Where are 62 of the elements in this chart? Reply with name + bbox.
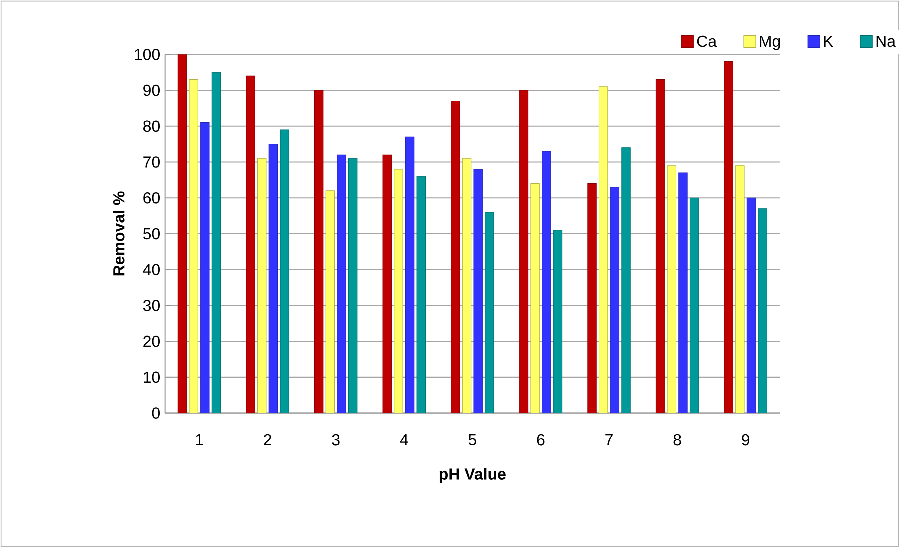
y-tick-label: 70 [144,156,160,168]
bar [405,136,415,414]
bar [268,144,278,414]
bar [280,130,290,414]
x-tick-label: 1 [196,434,204,446]
bar [598,86,608,414]
bar [246,76,256,414]
y-tick-label: 20 [144,336,160,348]
x-tick-label: 8 [674,434,682,446]
legend-label: K [824,36,834,47]
bar [542,151,552,414]
x-tick-label: 7 [606,434,613,446]
bar [394,169,404,414]
x-tick-label: 6 [537,434,545,446]
y-tick-label: 40 [143,264,160,276]
legend-label: Mg [760,36,780,50]
x-tick-label: 5 [468,434,476,446]
y-tick-label: 50 [143,228,160,240]
legend-label: Na [876,36,896,48]
x-tick-label: 9 [742,434,750,446]
bar [610,187,620,414]
bar [348,158,358,414]
bar [200,122,210,414]
bar [758,208,768,414]
bar [382,154,392,414]
bar [416,176,426,414]
bar [326,190,336,414]
bar [690,198,700,414]
x-tick-label: 4 [400,434,408,446]
bar [622,148,631,414]
y-tick-label: 60 [144,192,160,204]
bar [178,54,188,414]
bar [258,158,267,414]
bar [519,90,529,414]
y-tick-label: 90 [144,84,160,96]
bar [337,154,346,414]
y-tick-label: 30 [143,300,160,312]
bar [189,79,198,414]
bar [212,72,222,414]
bar [314,90,324,414]
bar [724,62,734,414]
bar [736,166,745,414]
y-tick-label: 100 [135,48,160,60]
bar [746,198,756,414]
bar [530,184,540,414]
y-tick-label: 10 [144,372,160,384]
bar [474,169,483,414]
bar [553,230,563,414]
bar [451,101,460,414]
y-tick-label: 80 [144,120,160,132]
y-axis-title: Removal % [113,192,125,276]
y-tick-label: 0 [152,408,160,419]
bar [667,166,676,414]
x-tick-label: 3 [332,434,340,446]
x-tick-label: 2 [264,434,272,446]
bar [588,184,597,414]
legend-label: Ca [697,36,718,48]
x-axis-title: pH Value [440,468,506,484]
bar [678,172,688,414]
bar [462,158,472,414]
bar [656,79,666,414]
bar [485,212,494,414]
